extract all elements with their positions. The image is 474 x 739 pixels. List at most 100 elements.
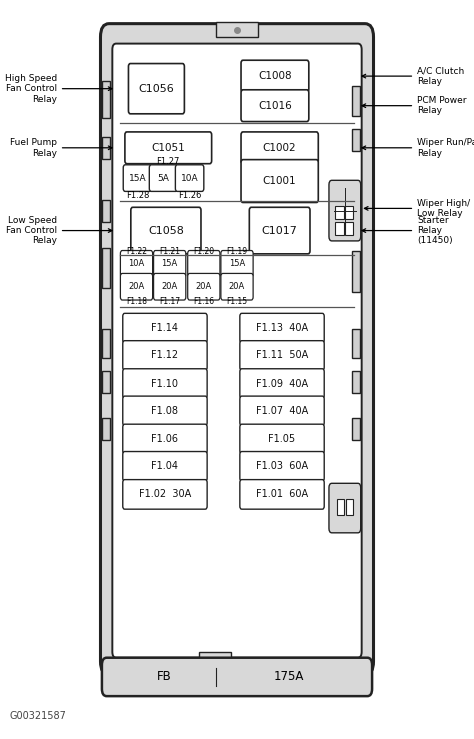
Bar [352, 251, 360, 292]
Text: F1.05: F1.05 [268, 434, 296, 444]
Bar [346, 499, 353, 515]
FancyBboxPatch shape [120, 273, 153, 300]
Text: F1.08: F1.08 [152, 406, 178, 416]
Text: F1.22: F1.22 [126, 248, 147, 256]
Bar [102, 200, 110, 222]
Text: Wiper High/
Low Relay: Wiper High/ Low Relay [365, 199, 470, 218]
Bar [335, 206, 344, 219]
FancyBboxPatch shape [120, 251, 153, 277]
Text: C1001: C1001 [263, 176, 296, 186]
Text: C1051: C1051 [151, 143, 185, 153]
Text: F1.15: F1.15 [227, 297, 247, 306]
Text: 20A: 20A [196, 282, 212, 291]
Bar [102, 81, 110, 118]
Bar [352, 200, 360, 222]
Bar [102, 248, 110, 288]
FancyBboxPatch shape [112, 44, 362, 658]
Text: F1.14: F1.14 [152, 323, 178, 333]
FancyBboxPatch shape [188, 251, 220, 277]
Bar [352, 129, 360, 151]
Text: F1.03  60A: F1.03 60A [256, 461, 308, 471]
FancyBboxPatch shape [240, 480, 324, 509]
FancyBboxPatch shape [128, 64, 184, 114]
FancyBboxPatch shape [131, 207, 201, 254]
Text: High Speed
Fan Control
Relay: High Speed Fan Control Relay [5, 74, 112, 103]
Bar [352, 329, 360, 358]
Text: F1.27: F1.27 [156, 157, 180, 166]
Text: 20A: 20A [162, 282, 178, 291]
Text: Low Speed
Fan Control
Relay: Low Speed Fan Control Relay [6, 216, 112, 245]
Text: F1.04: F1.04 [152, 461, 178, 471]
Bar [102, 137, 110, 159]
Text: F1.19: F1.19 [227, 248, 247, 256]
FancyBboxPatch shape [249, 207, 310, 254]
Text: 10A: 10A [181, 174, 199, 183]
Text: Fuel Pump
Relay: Fuel Pump Relay [10, 138, 112, 157]
Text: C1016: C1016 [258, 101, 292, 111]
Text: F1.07  40A: F1.07 40A [256, 406, 308, 416]
FancyBboxPatch shape [240, 452, 324, 481]
Text: F1.21: F1.21 [159, 248, 180, 256]
FancyBboxPatch shape [175, 165, 204, 191]
FancyBboxPatch shape [240, 424, 324, 454]
Text: 10A: 10A [128, 259, 145, 268]
FancyBboxPatch shape [240, 396, 324, 426]
FancyBboxPatch shape [329, 483, 361, 533]
FancyBboxPatch shape [123, 480, 207, 509]
FancyBboxPatch shape [241, 132, 319, 163]
FancyBboxPatch shape [102, 658, 372, 696]
Text: F1.10: F1.10 [152, 378, 178, 389]
Text: F1.11  50A: F1.11 50A [256, 350, 308, 361]
FancyBboxPatch shape [240, 369, 324, 398]
Text: F1.16: F1.16 [193, 297, 214, 306]
FancyBboxPatch shape [240, 341, 324, 370]
FancyBboxPatch shape [123, 396, 207, 426]
FancyBboxPatch shape [154, 273, 186, 300]
FancyBboxPatch shape [240, 313, 324, 343]
Text: 15A: 15A [162, 259, 178, 268]
FancyBboxPatch shape [100, 24, 374, 675]
Text: C1017: C1017 [262, 225, 298, 236]
FancyBboxPatch shape [221, 273, 253, 300]
FancyBboxPatch shape [241, 89, 309, 121]
Bar [345, 206, 353, 219]
Text: Starter
Relay
(11450): Starter Relay (11450) [362, 216, 453, 245]
Text: 175A: 175A [274, 670, 304, 684]
FancyBboxPatch shape [123, 452, 207, 481]
Text: C1008: C1008 [258, 71, 292, 81]
FancyBboxPatch shape [123, 313, 207, 343]
FancyBboxPatch shape [241, 160, 319, 202]
Bar [352, 86, 360, 116]
Text: F1.17: F1.17 [159, 297, 180, 306]
Text: F1.01  60A: F1.01 60A [256, 489, 308, 500]
Text: F1.18: F1.18 [126, 297, 147, 306]
Bar [199, 652, 231, 665]
FancyBboxPatch shape [125, 132, 211, 163]
FancyBboxPatch shape [123, 369, 207, 398]
Text: F1.09  40A: F1.09 40A [256, 378, 308, 389]
Text: C1002: C1002 [263, 143, 296, 153]
Text: C1058: C1058 [148, 225, 184, 236]
Text: G00321587: G00321587 [9, 710, 66, 721]
Bar [102, 371, 110, 393]
Bar [352, 371, 360, 393]
FancyBboxPatch shape [123, 424, 207, 454]
Text: F1.06: F1.06 [152, 434, 178, 444]
Bar [335, 222, 344, 235]
Text: 15A: 15A [128, 174, 146, 183]
FancyBboxPatch shape [123, 165, 152, 191]
Text: F1.26: F1.26 [178, 191, 201, 200]
Text: FB: FB [156, 670, 172, 684]
FancyBboxPatch shape [123, 341, 207, 370]
Text: F1.28: F1.28 [126, 191, 149, 200]
Text: C1056: C1056 [138, 84, 174, 94]
FancyBboxPatch shape [154, 251, 186, 277]
Text: Wiper Run/Park
Relay: Wiper Run/Park Relay [362, 138, 474, 157]
FancyBboxPatch shape [149, 165, 178, 191]
FancyBboxPatch shape [188, 273, 220, 300]
Bar [102, 418, 110, 440]
Text: 15A: 15A [229, 259, 245, 268]
Bar [337, 499, 344, 515]
FancyBboxPatch shape [221, 251, 253, 277]
Text: A/C Clutch
Relay: A/C Clutch Relay [362, 67, 465, 86]
